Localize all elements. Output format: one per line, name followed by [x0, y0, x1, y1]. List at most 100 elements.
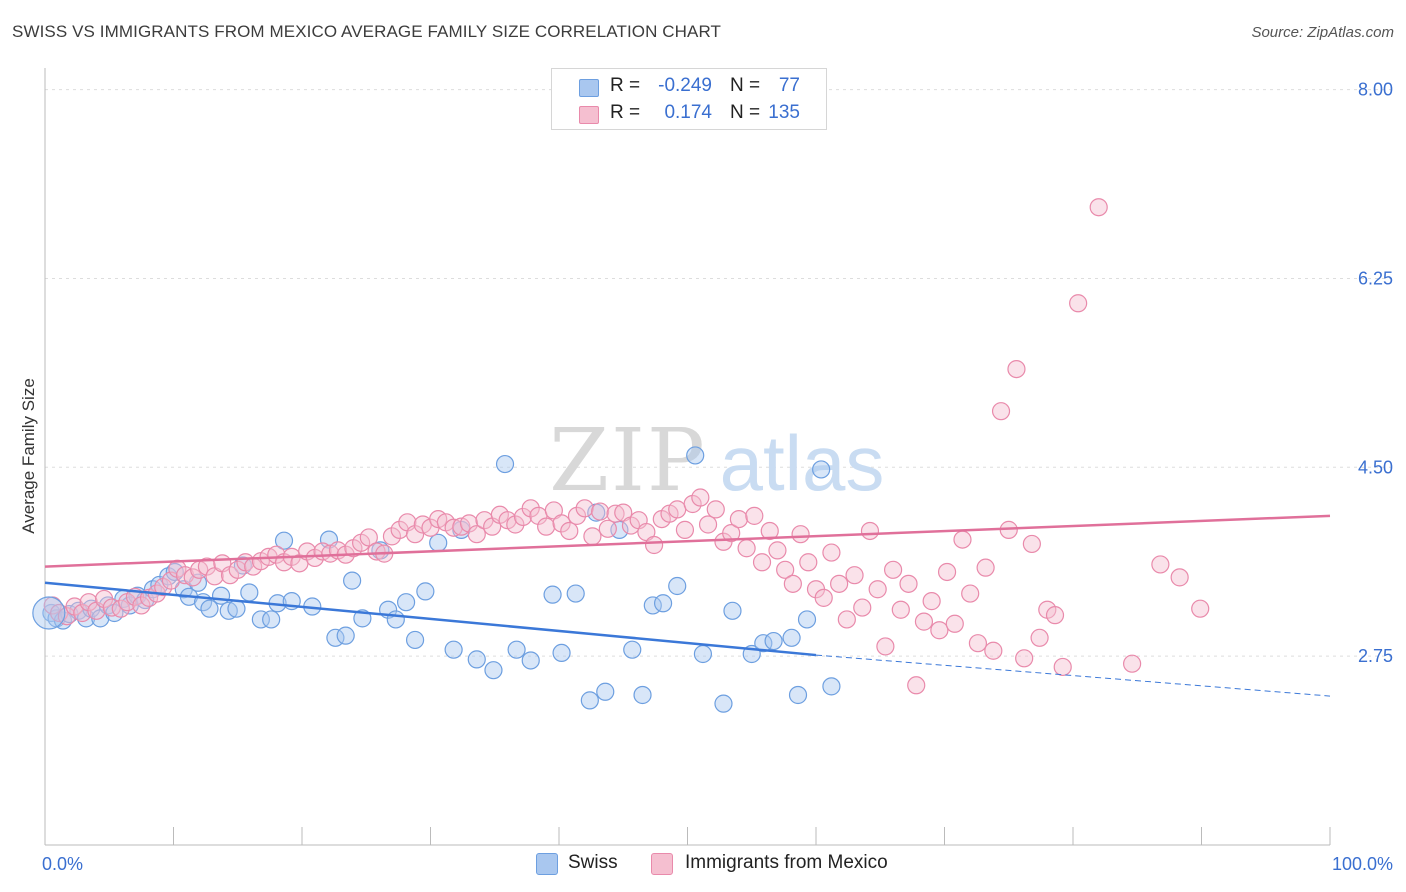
- mexico-point: [930, 621, 949, 640]
- swiss-point: [211, 586, 231, 605]
- mexico-point: [868, 580, 887, 599]
- mexico-point: [675, 520, 695, 539]
- mexico-point: [1151, 555, 1170, 574]
- x-tick-label-left: 0.0%: [42, 854, 83, 874]
- correlation-legend: R = -0.249 N = 77 R = 0.174 N = 135: [551, 68, 827, 130]
- legend-row-mexico: R = 0.174 N = 135: [552, 102, 826, 128]
- mexico-point: [984, 641, 1003, 660]
- swiss-point: [653, 594, 673, 613]
- mexico-point: [1015, 649, 1034, 668]
- legend-swatch-swiss: [579, 79, 599, 97]
- trend-lines: [44, 514, 1331, 697]
- mexico-point: [698, 515, 718, 534]
- mexico-point: [691, 488, 710, 507]
- axes: [44, 68, 1331, 846]
- mexico-point: [968, 634, 988, 653]
- mexico-point: [752, 553, 772, 572]
- swiss-point: [227, 599, 246, 618]
- mexico-point: [591, 502, 610, 521]
- mexico-point: [1191, 599, 1210, 618]
- watermark: ZIP atlas: [549, 411, 884, 511]
- swiss-point: [251, 610, 270, 629]
- mexico-point: [814, 588, 833, 607]
- mexico-point: [976, 558, 995, 577]
- mexico-point: [907, 676, 926, 695]
- swiss-point: [405, 630, 425, 650]
- mexico-point: [111, 599, 130, 618]
- mexico-point: [1007, 359, 1026, 379]
- swiss-point: [552, 643, 571, 663]
- swiss-point: [336, 626, 355, 645]
- swiss-trend-line: [44, 581, 817, 657]
- swiss-point: [723, 601, 742, 620]
- legend-label-mexico: Immigrants from Mexico: [685, 852, 888, 873]
- mexico-point: [560, 521, 579, 541]
- swiss-point: [521, 651, 540, 670]
- swiss-point: [580, 691, 599, 710]
- swiss-point: [797, 610, 817, 629]
- legend-n-value: 135: [768, 102, 800, 123]
- swiss-point: [668, 576, 687, 596]
- mexico-point: [860, 521, 880, 541]
- mexico-trend-line: [44, 514, 1331, 568]
- mexico-point: [1053, 657, 1072, 677]
- swiss-point: [262, 610, 281, 629]
- mexico-point: [575, 499, 594, 518]
- source-label: Source: ZipAtlas.com: [1251, 24, 1394, 41]
- mexico-point: [830, 574, 849, 593]
- swiss-point: [623, 640, 642, 659]
- mexico-point: [953, 530, 972, 549]
- mexico-point: [537, 517, 556, 536]
- mexico-point: [899, 574, 918, 593]
- legend-row-swiss: R = -0.249 N = 77: [552, 75, 826, 101]
- swiss-point: [396, 593, 416, 612]
- mexico-point: [776, 560, 795, 579]
- legend-label-swiss: Swiss: [568, 852, 618, 873]
- mexico-point: [552, 514, 571, 533]
- swiss-point: [484, 661, 503, 680]
- mexico-point: [267, 545, 286, 564]
- swiss-point: [165, 562, 184, 582]
- swiss-point: [200, 599, 219, 618]
- swiss-point: [782, 628, 801, 647]
- mexico-point: [883, 560, 903, 579]
- mexico-point: [961, 584, 980, 603]
- watermark-atlas: atlas: [720, 419, 885, 507]
- legend-r-label: R =: [610, 75, 641, 96]
- legend-swatch-swiss: [536, 853, 558, 875]
- y-tick-label: 8.00: [1358, 80, 1393, 100]
- mexico-point: [853, 598, 872, 617]
- mexico-point: [745, 506, 764, 525]
- swiss-point: [686, 446, 705, 465]
- swiss-point: [693, 644, 713, 664]
- mexico-point: [644, 535, 664, 555]
- mexico-point: [914, 612, 934, 631]
- mexico-point: [837, 610, 856, 629]
- chart-title: SWISS VS IMMIGRANTS FROM MEXICO AVERAGE …: [12, 22, 722, 41]
- mexico-point: [567, 506, 587, 525]
- mexico-point: [1022, 534, 1041, 554]
- legend-r-value: -0.249: [658, 75, 712, 96]
- swiss-point: [812, 460, 831, 479]
- swiss-point: [32, 596, 66, 630]
- mexico-point: [359, 528, 378, 547]
- y-axis-label: Average Family Size: [19, 378, 38, 534]
- mexico-point: [228, 560, 247, 579]
- mexico-point: [891, 600, 910, 619]
- mexico-point: [73, 603, 92, 623]
- legend-swatch-mexico: [579, 106, 599, 124]
- mexico-point: [737, 539, 756, 558]
- swiss-point: [714, 694, 733, 713]
- mexico-point: [506, 515, 525, 534]
- mexico-point: [668, 500, 687, 519]
- legend-n-label: N =: [730, 102, 761, 123]
- swiss-point: [495, 454, 515, 474]
- swiss-point: [467, 650, 486, 669]
- mexico-point: [1089, 198, 1108, 217]
- mexico-point: [1069, 294, 1088, 313]
- mexico-point: [791, 525, 810, 544]
- y-tick-label: 2.75: [1358, 646, 1393, 666]
- mexico-point: [521, 499, 540, 518]
- swiss-point: [633, 685, 652, 705]
